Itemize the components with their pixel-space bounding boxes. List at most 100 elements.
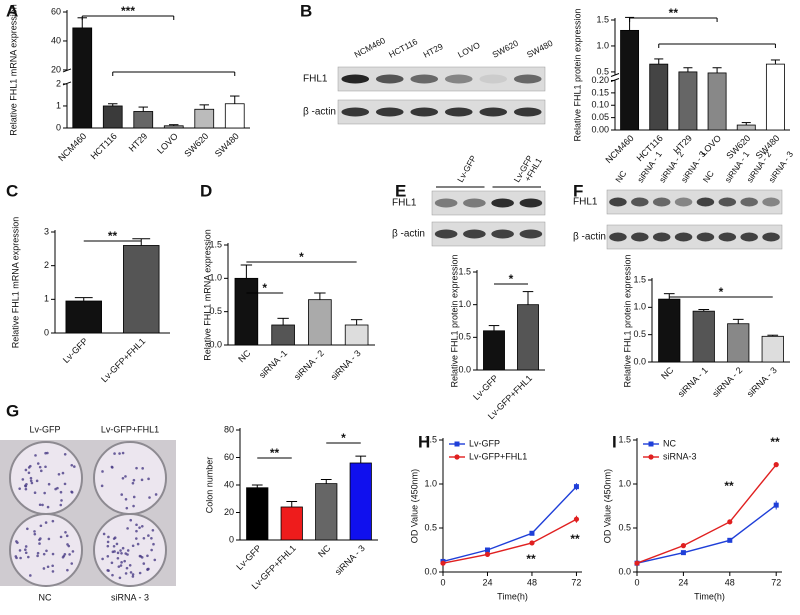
colony [106,554,110,558]
y-axis-label: OD Value (450nm) [602,469,612,543]
bar [308,299,332,346]
bar [280,506,303,541]
colony [59,535,63,539]
legend-marker [454,441,460,447]
bar [765,63,785,131]
colony [118,576,122,580]
colony [63,482,67,486]
colony [138,526,141,529]
x-tick-label: 24 [482,577,492,587]
y-tick-label: 1.0 [596,40,609,50]
colony [150,536,153,540]
blot-band [463,198,486,208]
blot-band [631,232,649,242]
y-tick-label: 1.5 [424,434,437,444]
colony [116,551,120,555]
series-line [442,486,577,563]
x-tick-label: 0 [634,577,639,587]
colony [146,554,149,558]
colony [35,479,39,483]
blot-band [375,74,404,84]
blot-band [718,232,737,242]
colony [135,529,138,533]
y-tick-label: 0.0 [424,566,437,576]
colony [51,564,54,568]
y-tick-label: 0 [229,534,234,544]
colony [63,552,67,556]
colony [70,562,74,565]
colony [29,464,32,468]
colony [42,567,46,570]
blot-row-label: FHL1 [303,74,328,85]
colony [65,534,69,538]
y-tick-label: 1.0 [424,478,437,488]
colony [44,451,47,455]
colony [63,452,67,456]
bar [517,304,539,371]
y-tick-label: 0.15 [591,87,609,97]
colony [66,543,69,546]
colony [24,487,28,491]
blot-band [434,198,458,208]
colony [24,545,28,548]
colony [120,561,123,564]
significance-label: * [509,272,514,286]
y-tick-label: 0.05 [591,112,609,122]
colony [106,544,110,548]
colony [42,552,46,556]
blot-band [740,197,758,207]
y-axis-label: Relative FHL1 mRNA expression [10,217,20,349]
colony [101,470,104,473]
colony [113,536,117,540]
blot-row-label: β -actin [392,229,425,240]
colony [120,551,123,555]
blot-band [341,74,370,84]
y-tick-label: 1.5 [633,274,646,284]
colony [135,537,138,540]
colony [125,566,129,570]
legend-marker [454,454,460,460]
colony [68,553,71,556]
colony [51,519,55,523]
colony [44,465,47,469]
colony [70,463,74,467]
marker [773,502,779,508]
colony [153,558,157,562]
significance-label: ** [770,435,780,449]
blot-band [513,107,542,117]
colony [54,487,57,491]
y-tick-label: 0.0 [633,356,646,366]
colony [33,530,36,533]
y-tick-label: 0.5 [618,522,631,532]
colony [131,575,135,578]
significance-label: * [719,285,724,299]
blot-band [519,198,543,208]
panel-label: G [6,401,19,420]
colony [15,540,18,543]
y-tick-label: 0.0 [618,566,631,576]
colony [121,451,125,455]
y-tick-label: 1.0 [209,273,222,283]
panel-label: A [6,1,18,20]
colony [118,452,121,455]
colony [152,542,155,546]
legend-label: NC [663,438,676,448]
colony [57,472,61,476]
colony [39,469,43,473]
y-tick-label: 2 [44,260,49,270]
x-tick-label: 48 [527,577,537,587]
colony [59,490,63,494]
bar [649,63,669,131]
marker [634,560,640,566]
colony [110,561,114,565]
colony [33,532,37,536]
colony [51,570,55,573]
bar [72,27,93,129]
colony [140,478,144,482]
colony [38,503,42,507]
colony [135,466,138,470]
colony [36,462,40,465]
marker [573,516,580,522]
